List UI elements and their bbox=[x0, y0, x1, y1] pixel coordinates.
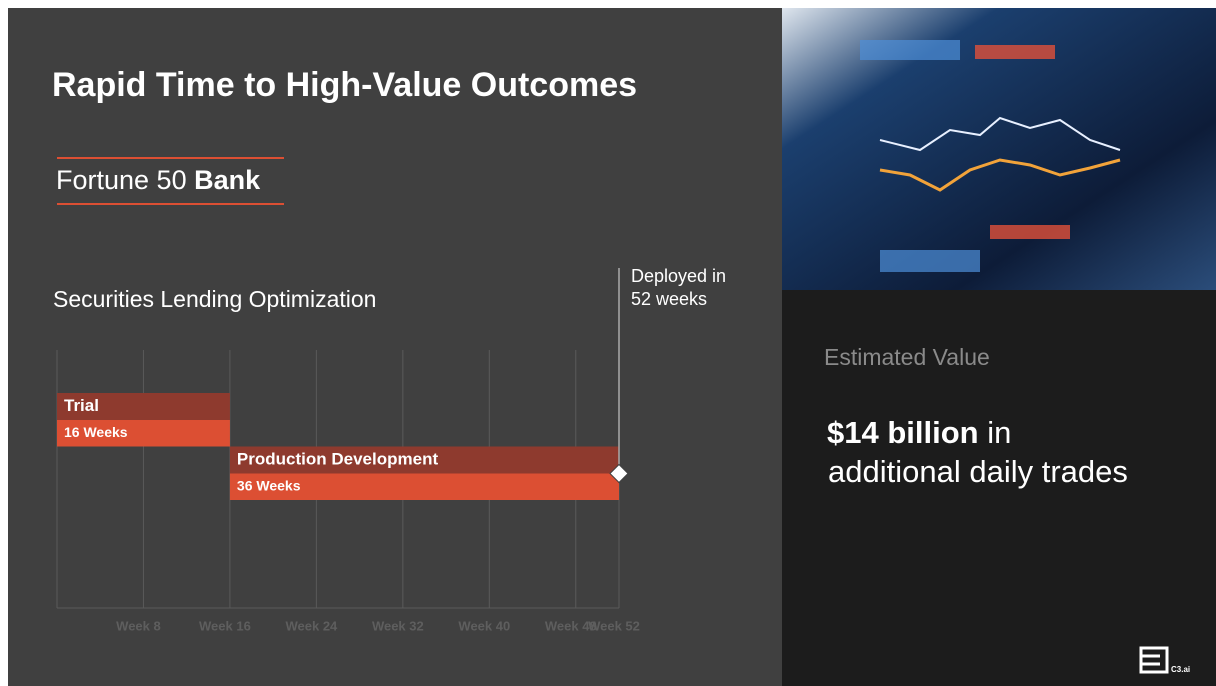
gantt: Week 8 Week 16 Week 24 Week 32 Week 40 Week 4… bbox=[56, 266, 726, 633]
milestone-marker bbox=[609, 463, 629, 484]
task-bar bbox=[57, 420, 230, 447]
subtitle-prefix: Fortune 50 bbox=[56, 165, 187, 195]
x-tick-label: Week 52 bbox=[588, 618, 640, 633]
panel-bold: $14 billion bbox=[827, 415, 979, 450]
panel-heading: Estimated Value bbox=[824, 344, 990, 370]
logo: C3.ai bbox=[1139, 646, 1190, 674]
x-tick-label: Week 32 bbox=[372, 618, 424, 633]
milestone-label: Deployed in bbox=[631, 266, 726, 286]
right-panel bbox=[782, 290, 1216, 686]
photo bbox=[782, 8, 1216, 290]
x-tick-label: Week 8 bbox=[116, 618, 161, 633]
x-tick-label: Week 48 bbox=[545, 618, 597, 633]
task-label: Production Development bbox=[237, 449, 439, 468]
slide-title: Rapid Time to High-Value Outcomes bbox=[52, 66, 637, 104]
subtitle: Fortune 50 Bank bbox=[56, 165, 261, 195]
logo-text: C3.ai bbox=[1171, 665, 1190, 674]
chart-title: Securities Lending Optimization bbox=[53, 286, 376, 312]
task-header bbox=[229, 446, 619, 474]
task-bar bbox=[229, 473, 619, 500]
task-header bbox=[57, 393, 230, 420]
task-label: Trial bbox=[64, 396, 99, 415]
milestone-label: 52 weeks bbox=[631, 289, 707, 309]
x-tick-label: Week 16 bbox=[199, 618, 251, 633]
x-tick-label: Week 24 bbox=[285, 618, 338, 633]
panel-rest: in bbox=[987, 415, 1011, 450]
left-panel bbox=[8, 8, 782, 686]
task-duration: 16 Weeks bbox=[64, 424, 128, 440]
subtitle-bold: Bank bbox=[194, 165, 261, 195]
panel-value: $14 billion in bbox=[827, 415, 1011, 450]
task-duration: 36 Weeks bbox=[237, 478, 301, 494]
panel-value-line: additional daily trades bbox=[828, 454, 1128, 489]
x-tick-label: Week 40 bbox=[458, 618, 510, 633]
